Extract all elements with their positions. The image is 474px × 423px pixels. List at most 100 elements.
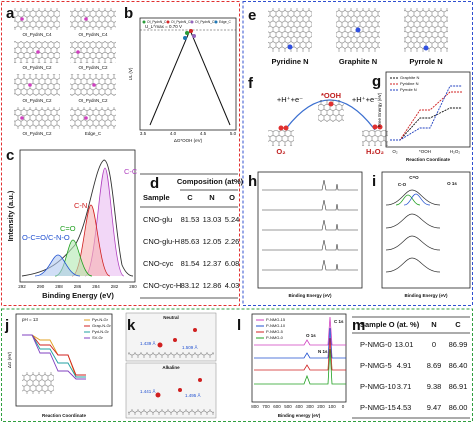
table-header: Sample: [143, 193, 170, 202]
x-tick-label: 284: [92, 284, 100, 289]
table-header: Composition (at%): [177, 177, 244, 186]
peak-label: C-C: [124, 167, 138, 176]
condition-label: Neutral: [163, 315, 179, 320]
x-tick-label: 4.0: [170, 131, 177, 136]
y-axis-label: ΔG (eV): [7, 351, 12, 368]
peak-label: C-O: [398, 182, 407, 187]
category-label: *OOH: [419, 149, 431, 154]
table-cell: 3.71: [397, 382, 412, 391]
free-energy-plot: [385, 71, 471, 148]
table-cell: 12.86: [203, 281, 222, 290]
category-label: O₂: [392, 149, 398, 154]
molecule-label: Pyrrole N: [409, 57, 442, 66]
table-cell: P-NMG-10: [360, 382, 396, 391]
x-tick-label: 200: [317, 404, 325, 409]
peak-label: C=O: [60, 224, 76, 233]
step-label: +H⁺+e⁻: [277, 95, 303, 104]
table-d-rules: [140, 173, 238, 299]
frame-right: [242, 1, 473, 306]
table-cell: 5.24: [225, 215, 240, 224]
table-cell: 13.01: [395, 340, 414, 349]
table-cell: 86.00: [449, 403, 468, 412]
table-cell: 85.63: [181, 237, 200, 246]
condition-label: Alkaline: [162, 365, 180, 370]
table-cell: 86.99: [449, 340, 468, 349]
dopant-atom: [84, 116, 88, 120]
bond-label: 1.509 Å: [182, 344, 198, 350]
legend-label: Pyd-N-Gr: [92, 329, 110, 334]
table-cell: 9.38: [427, 382, 442, 391]
x-tick-label: 282: [111, 284, 119, 289]
x-axis-label: Reaction Coordinate: [406, 157, 451, 162]
table-cell: 13.03: [203, 215, 222, 224]
table-cell: CNO-cyc: [143, 259, 174, 268]
x-tick-label: 3.5: [140, 131, 147, 136]
table-header: C: [455, 320, 461, 329]
legend-label: Grap-N-Gr: [92, 323, 112, 328]
legend-label: SV-Gr: [92, 335, 104, 340]
x-tick-label: 600: [273, 404, 281, 409]
panel-letter: a: [6, 5, 15, 22]
structure-image: [70, 8, 116, 30]
table-cell: P-NMG-0: [360, 340, 392, 349]
y-axis-label: Intensity (a.u.): [6, 190, 15, 241]
peak-label: N 1s: [318, 349, 328, 354]
table-cell: 6.08: [225, 259, 240, 268]
species-label: O₂: [276, 147, 285, 156]
table-cell: 4.91: [397, 361, 412, 370]
bond-label: 1.439 Å: [140, 340, 156, 346]
panel-letter: m: [352, 317, 365, 334]
x-tick-label: 292: [18, 284, 26, 289]
panel-letter: h: [248, 173, 257, 190]
panel-letter: g: [372, 73, 381, 90]
dopant-atom: [28, 83, 32, 87]
table-cell: 12.37: [203, 259, 222, 268]
mechanism: [268, 99, 388, 146]
volcano-plot: [139, 17, 237, 131]
panel-letter: l: [237, 317, 241, 334]
x-tick-label: 800: [251, 404, 259, 409]
table-cell: 12.05: [203, 237, 222, 246]
x-tick-label: 288: [55, 284, 63, 289]
x-tick-label: 4.5: [200, 131, 207, 136]
xps-survey: [257, 171, 363, 289]
table-cell: 81.53: [181, 215, 200, 224]
annotation: U_L^max = 0.70 V: [145, 24, 182, 29]
legend-marker: [190, 20, 194, 24]
x-tick-label: 5.0: [230, 131, 237, 136]
x-axis-label: Binding energy (eV): [278, 413, 321, 418]
table-cell: 9.47: [427, 403, 442, 412]
panel-letter: i: [372, 173, 376, 190]
structure-label: OI_PydnN_C2: [78, 65, 108, 70]
table-cell: 8.69: [427, 361, 442, 370]
legend-label: P-NMG-0: [266, 335, 284, 340]
table-cell: P-NMG-5: [360, 361, 392, 370]
table-header: N: [209, 193, 214, 202]
panel-letter: j: [4, 317, 9, 334]
panel-letter: c: [6, 147, 14, 164]
y-axis-label: UL (V): [128, 67, 133, 80]
x-tick-label: 300: [306, 404, 314, 409]
panel-letter: b: [124, 5, 133, 22]
xps-c1s: [19, 149, 136, 283]
x-tick-label: 280: [129, 284, 137, 289]
legend-label: P-NMG-15: [266, 317, 286, 322]
panel-letter: e: [248, 7, 256, 24]
step-label: +H⁺+e⁻: [352, 95, 378, 104]
frame-left: [1, 1, 240, 306]
structure-label: OI_PydnN_C4: [78, 32, 108, 37]
x-tick-label: 0: [342, 404, 345, 409]
table-cell: CNO-glu-H: [143, 237, 180, 246]
legend-label: P-NMG-5: [266, 329, 284, 334]
annotation: pH = 13: [22, 317, 38, 322]
x-tick-label: 286: [74, 284, 82, 289]
legend-label: OI_PydnN_C2: [195, 20, 216, 24]
panel-letter: k: [127, 317, 136, 334]
table-cell: 83.12: [181, 281, 200, 290]
legend-label: P-NMG-10: [266, 323, 286, 328]
species-label: H₂O₂: [366, 147, 384, 156]
table-m-rules: [352, 316, 470, 419]
dopant-atom: [92, 83, 96, 87]
structure-image: [70, 41, 116, 63]
